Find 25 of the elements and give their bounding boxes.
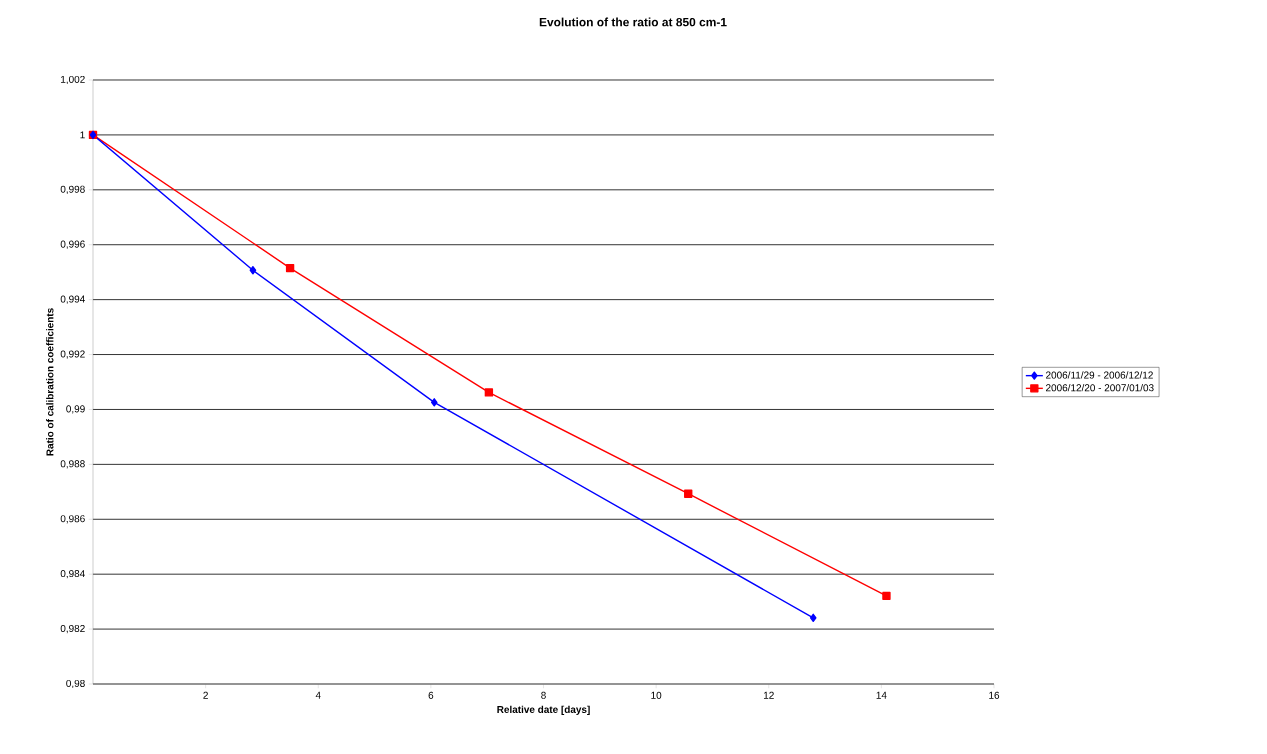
legend-label: 2006/11/29 - 2006/12/12	[1046, 371, 1153, 379]
x-tick-label: 10	[651, 691, 662, 699]
y-tick-label: 1,002	[61, 75, 85, 85]
chart-title: Evolution of the ratio at 850 cm-1	[539, 17, 727, 27]
y-tick-label: 0,982	[60, 624, 85, 634]
x-axis-title: Relative date [days]	[497, 705, 590, 715]
x-tick-label: 8	[541, 691, 546, 699]
y-tick-label: 0,988	[60, 460, 85, 469]
y-tick-label: 0,99	[66, 405, 85, 414]
x-tick-label: 4	[315, 691, 321, 699]
y-tick-label: 0,998	[60, 185, 85, 194]
y-tick-label: 0,984	[60, 570, 85, 579]
x-tick-label: 16	[989, 691, 1000, 699]
y-tick-label: 0,996	[60, 240, 85, 249]
y-axis-title: Ratio of calibration coefficients	[46, 308, 54, 456]
y-tick-label: 0,992	[60, 350, 85, 359]
y-tick-label: 0,98	[66, 679, 85, 689]
y-tick-label: 0,986	[60, 515, 85, 524]
y-tick-label: 1	[80, 131, 85, 139]
x-tick-label: 2	[203, 691, 208, 699]
y-tick-label: 0,994	[60, 295, 85, 304]
x-tick-label: 14	[876, 691, 887, 699]
x-tick-label: 6	[428, 691, 434, 699]
legend-label: 2006/12/20 - 2007/01/03	[1046, 383, 1154, 392]
x-tick-label: 12	[763, 691, 774, 699]
